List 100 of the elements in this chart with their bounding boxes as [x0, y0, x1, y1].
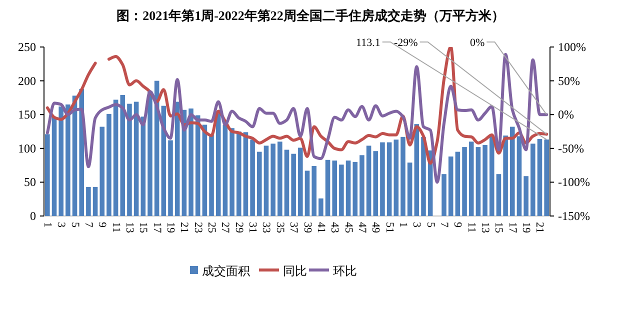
x-tick-label: 21 [178, 222, 190, 233]
y2-tick-label: -50% [558, 141, 584, 156]
bar [544, 140, 549, 216]
bar [222, 124, 228, 216]
data-label: 0% [470, 37, 485, 49]
x-tick-label: 9 [452, 222, 464, 228]
bar [120, 94, 126, 216]
bar [243, 132, 248, 216]
x-tick-label: 25 [206, 222, 218, 234]
x-tick-label: 19 [164, 222, 176, 234]
y2-tick-label: 50% [558, 74, 580, 88]
bar [360, 155, 364, 216]
x-tick-label: 31 [246, 222, 259, 233]
y2-tick-label: 0% [558, 108, 574, 122]
bar [386, 142, 392, 216]
bar [264, 146, 269, 216]
y-tick-label: 50 [24, 175, 36, 190]
bar [257, 152, 262, 216]
bar [462, 147, 467, 216]
x-tick-label: 49 [370, 222, 382, 234]
bar [127, 104, 132, 216]
bar [455, 152, 460, 216]
x-tick-label: 3 [55, 222, 68, 228]
x-tick-label: 37 [288, 222, 300, 234]
bar [339, 164, 344, 216]
bar [503, 136, 508, 216]
bar [325, 160, 330, 216]
bar [113, 100, 118, 216]
x-tick-label: 27 [219, 222, 232, 234]
bar [230, 128, 234, 216]
bar [346, 160, 351, 216]
y-tick-label: 0 [30, 209, 36, 223]
x-tick-label: 11 [110, 222, 122, 233]
x-tick-label: 15 [137, 222, 150, 234]
x-tick-label: 13 [123, 222, 136, 234]
bar [489, 136, 494, 216]
bar [510, 126, 515, 216]
bar [448, 156, 454, 216]
x-tick-label: 15 [492, 222, 505, 234]
x-tick-label: 7 [82, 222, 94, 228]
bar [496, 174, 502, 216]
x-tick-label: 23 [192, 222, 204, 234]
x-tick-label: 5 [68, 222, 81, 228]
x-tick-label: 17 [150, 222, 163, 234]
y-tick-label: 250 [18, 40, 36, 54]
data-label: 113.1 [356, 37, 380, 49]
x-tick-label: 47 [356, 222, 368, 234]
bar [482, 145, 488, 216]
x-tick-label: 35 [274, 222, 286, 234]
bar [188, 108, 194, 216]
x-tick-label: 51 [383, 222, 396, 233]
bar [352, 162, 358, 216]
bar [476, 147, 481, 216]
y-tick-label: 200 [18, 74, 36, 88]
x-tick-label: 7 [438, 222, 450, 228]
bar [100, 126, 105, 216]
bar [421, 136, 426, 216]
x-tick-label: 11 [465, 222, 478, 233]
bar [168, 140, 173, 216]
bar [236, 132, 242, 216]
bar [291, 154, 296, 216]
bar [284, 150, 290, 216]
bar [148, 90, 152, 216]
bar [66, 104, 70, 216]
legend-label: 成交面积 [202, 264, 250, 278]
bar [442, 174, 446, 216]
bar [202, 124, 208, 216]
x-tick-label: 1 [41, 222, 54, 228]
bar [516, 136, 522, 216]
bar [298, 148, 303, 216]
bar [373, 151, 378, 216]
x-tick-label: 5 [424, 222, 436, 228]
x-tick-label: 45 [342, 222, 354, 234]
bar [304, 170, 310, 216]
bar [278, 142, 282, 216]
y2-tick-label: -100% [558, 175, 590, 190]
bar [250, 140, 255, 216]
x-tick-label: 17 [506, 222, 518, 234]
x-tick-label: 1 [396, 222, 409, 228]
bar [366, 146, 372, 216]
bar [106, 114, 112, 216]
bar [400, 136, 406, 216]
x-tick-label: 29 [232, 222, 245, 234]
bar [45, 134, 50, 216]
data-label: -29% [394, 37, 418, 49]
x-tick-label: 41 [314, 222, 327, 233]
bar [524, 176, 528, 216]
chart-title: 图：2021年第1周-2022年第22周全国二手住房成交走势（万平方米） [116, 8, 504, 23]
bar [86, 186, 91, 216]
bar [407, 162, 412, 216]
bar [537, 138, 542, 216]
x-tick-label: 33 [260, 222, 272, 234]
y2-tick-label: -150% [558, 209, 590, 223]
x-tick-label: 19 [520, 222, 532, 234]
bar [332, 160, 337, 216]
x-tick-label: 39 [301, 222, 314, 234]
bar [216, 113, 221, 216]
y-tick-label: 100 [18, 141, 36, 156]
legend-label: 同比 [283, 264, 307, 278]
bar [209, 134, 214, 216]
